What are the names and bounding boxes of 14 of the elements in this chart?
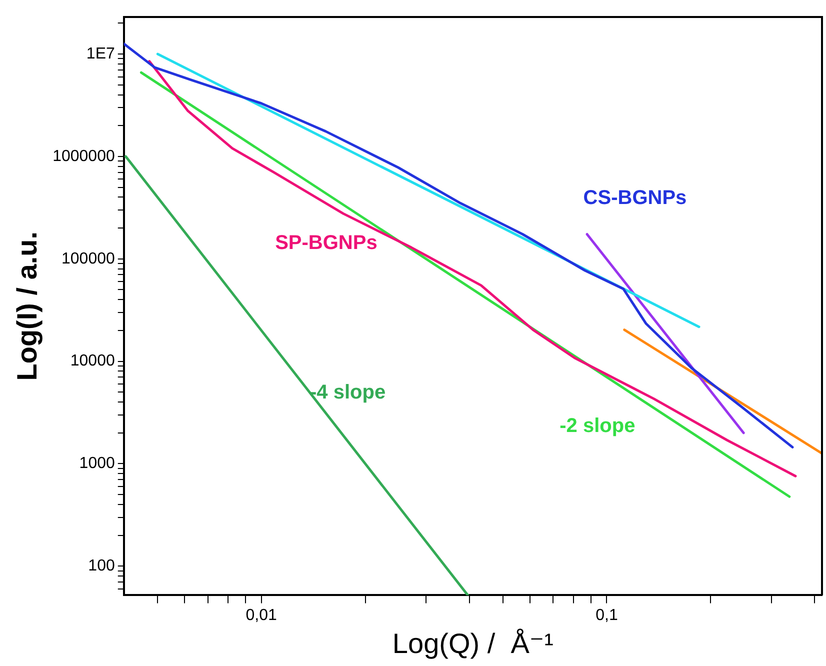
y-axis-title: Log(I) / a.u. <box>12 231 43 381</box>
y-tick-label: 1000 <box>79 455 115 472</box>
series-label: SP-BGNPs <box>275 232 378 254</box>
series-label: -2 slope <box>560 415 636 438</box>
text: CS-BGNPs <box>583 187 687 210</box>
y-tick-label: 1000000 <box>52 148 115 165</box>
y-tick-label: 10000 <box>70 352 115 370</box>
y-tick-label: 100 <box>88 558 115 575</box>
x-tick-label: 0,1 <box>596 607 618 624</box>
series-label: -4 slope <box>310 382 386 404</box>
x-axis-title: Log(Q) / Å⁻¹ <box>392 628 554 659</box>
y-tick-label: 1E7 <box>86 45 115 62</box>
y-tick-label: 100000 <box>62 250 115 268</box>
x-tick-label: 0,01 <box>246 607 278 624</box>
